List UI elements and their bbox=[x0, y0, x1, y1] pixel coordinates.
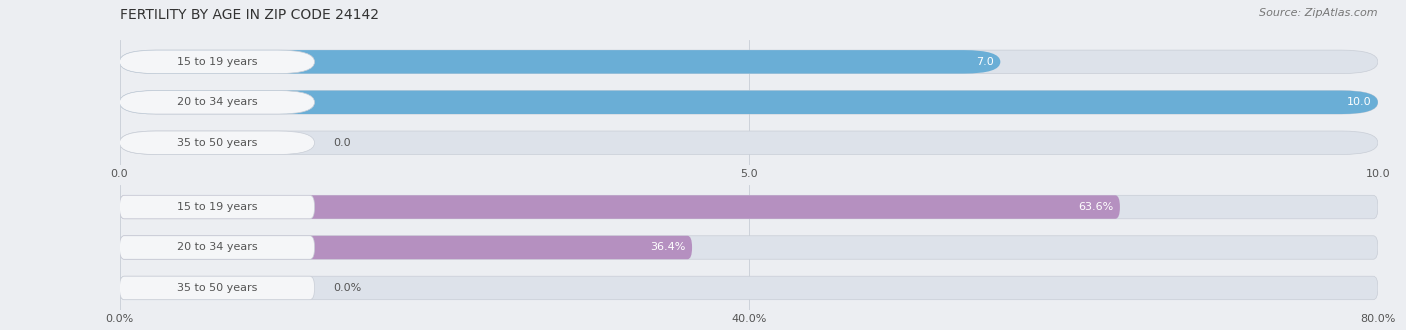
Text: 15 to 19 years: 15 to 19 years bbox=[177, 57, 257, 67]
FancyBboxPatch shape bbox=[120, 276, 315, 300]
Text: 0.0: 0.0 bbox=[333, 138, 352, 148]
FancyBboxPatch shape bbox=[120, 195, 315, 219]
FancyBboxPatch shape bbox=[120, 276, 1378, 300]
FancyBboxPatch shape bbox=[120, 131, 315, 154]
Text: 10.0: 10.0 bbox=[1347, 97, 1372, 107]
Text: 36.4%: 36.4% bbox=[651, 243, 686, 252]
FancyBboxPatch shape bbox=[120, 195, 1378, 219]
Text: 63.6%: 63.6% bbox=[1078, 202, 1114, 212]
FancyBboxPatch shape bbox=[120, 50, 315, 74]
FancyBboxPatch shape bbox=[120, 131, 1378, 154]
FancyBboxPatch shape bbox=[120, 50, 1378, 74]
Text: 35 to 50 years: 35 to 50 years bbox=[177, 138, 257, 148]
Text: 20 to 34 years: 20 to 34 years bbox=[177, 243, 257, 252]
Text: Source: ZipAtlas.com: Source: ZipAtlas.com bbox=[1260, 8, 1378, 18]
FancyBboxPatch shape bbox=[120, 90, 1378, 114]
Text: 0.0%: 0.0% bbox=[333, 283, 361, 293]
FancyBboxPatch shape bbox=[120, 90, 1378, 114]
FancyBboxPatch shape bbox=[120, 90, 315, 114]
FancyBboxPatch shape bbox=[120, 50, 1001, 74]
Text: FERTILITY BY AGE IN ZIP CODE 24142: FERTILITY BY AGE IN ZIP CODE 24142 bbox=[120, 8, 378, 22]
FancyBboxPatch shape bbox=[120, 236, 315, 259]
FancyBboxPatch shape bbox=[120, 236, 1378, 259]
Text: 15 to 19 years: 15 to 19 years bbox=[177, 202, 257, 212]
FancyBboxPatch shape bbox=[120, 195, 1121, 219]
Text: 35 to 50 years: 35 to 50 years bbox=[177, 283, 257, 293]
Text: 7.0: 7.0 bbox=[976, 57, 994, 67]
Text: 20 to 34 years: 20 to 34 years bbox=[177, 97, 257, 107]
FancyBboxPatch shape bbox=[120, 236, 692, 259]
